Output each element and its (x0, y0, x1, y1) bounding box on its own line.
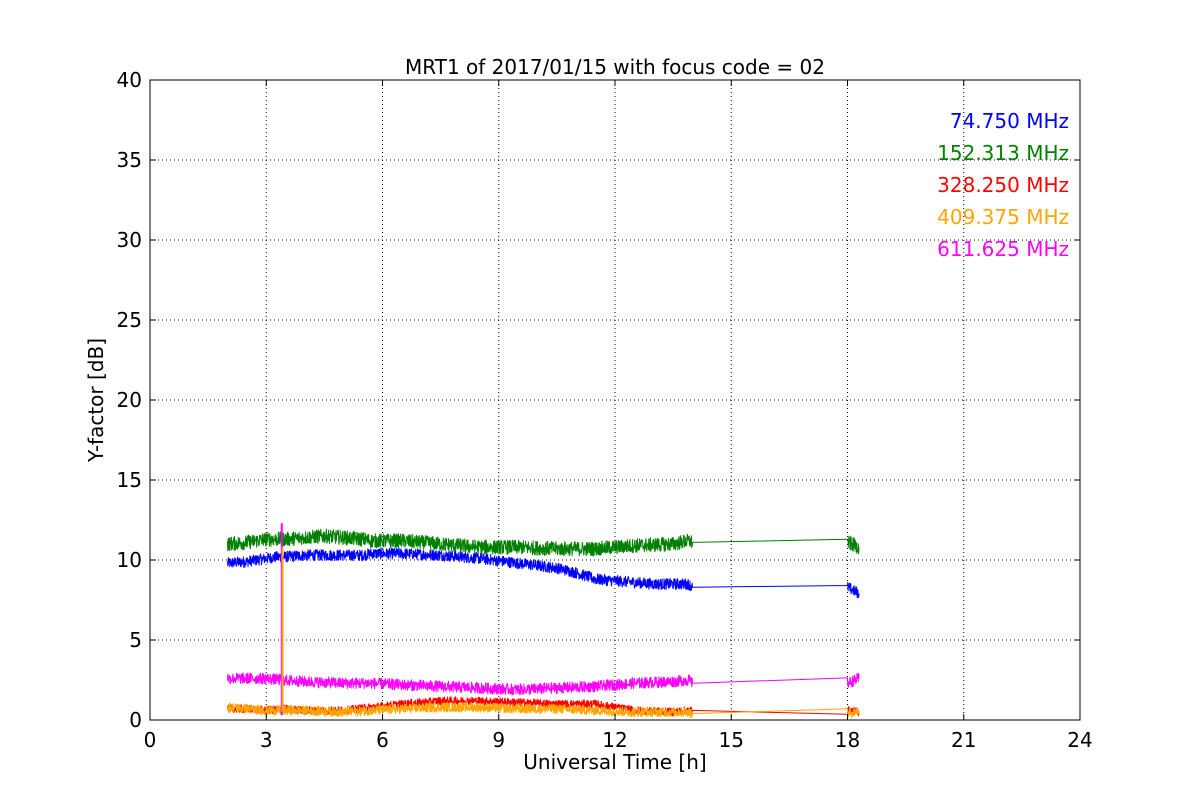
y-axis-label: Y-factor [dB] (84, 338, 108, 463)
x-axis-label: Universal Time [h] (523, 750, 706, 774)
x-tick-label: 0 (144, 728, 157, 752)
legend-entry-3: 328.250 MHz (937, 173, 1069, 197)
x-tick-label: 6 (376, 728, 389, 752)
series-line-2 (227, 528, 860, 557)
y-tick-label: 5 (129, 628, 142, 652)
plot-area (227, 523, 860, 718)
y-tick-label: 25 (117, 308, 142, 332)
y-tick-label: 40 (117, 68, 142, 92)
y-tick-label: 0 (129, 708, 142, 732)
legend-entry-1: 74.750 MHz (950, 109, 1069, 133)
grid (150, 80, 1080, 720)
x-tick-label: 12 (602, 728, 627, 752)
y-tick-label: 15 (117, 468, 142, 492)
series-line-4 (227, 702, 860, 718)
legend-entry-4: 409.375 MHz (937, 205, 1069, 229)
x-tick-label: 15 (719, 728, 744, 752)
legend-entry-5: 611.625 MHz (937, 237, 1069, 261)
x-tick-label: 21 (951, 728, 976, 752)
x-tick-label: 24 (1067, 728, 1092, 752)
y-tick-label: 20 (117, 388, 142, 412)
legend: 74.750 MHz 152.313 MHz 328.250 MHz 409.375 … (937, 109, 1069, 261)
x-tick-label: 9 (492, 728, 505, 752)
y-tick-label: 35 (117, 148, 142, 172)
y-tick-label: 10 (117, 548, 142, 572)
x-tick-label: 18 (835, 728, 860, 752)
x-tick-label: 3 (260, 728, 273, 752)
y-tick-label: 30 (117, 228, 142, 252)
ticks: 0 3 6 9 12 15 18 21 24 0 5 10 15 20 25 30 35 40 (117, 68, 1093, 752)
series-line-5 (227, 672, 860, 696)
chart-title: MRT1 of 2017/01/15 with focus code = 02 (405, 55, 825, 79)
legend-entry-2: 152.313 MHz (937, 141, 1069, 165)
series-line-1 (227, 547, 860, 599)
